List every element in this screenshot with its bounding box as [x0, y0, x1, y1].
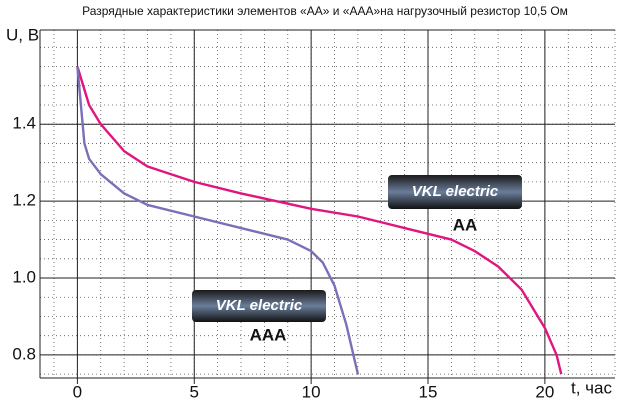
x-tick-label: 10: [302, 382, 321, 401]
chart-title: Разрядные характеристики элементов «АА» …: [82, 4, 568, 18]
series-annotation: AA: [453, 215, 478, 234]
battery-brand: VKL electric: [216, 297, 303, 314]
x-tick-label: 0: [73, 382, 82, 401]
battery-brand: VKL electric: [412, 183, 499, 200]
x-tick-label: 5: [190, 382, 199, 401]
x-axis-label: t, час: [571, 378, 612, 397]
data-line: [76, 66, 563, 375]
y-axis-label: U, B: [6, 25, 39, 44]
y-tick-label: 0.8: [12, 344, 36, 363]
x-tick-label: 15: [419, 382, 438, 401]
battery-image: [192, 290, 326, 322]
data-line: [76, 66, 360, 375]
y-tick-label: 1.2: [12, 191, 36, 210]
x-tick-label: 20: [535, 382, 554, 401]
battery-image: [388, 175, 522, 209]
series-annotation: AAA: [250, 325, 287, 344]
y-tick-label: 1.4: [12, 114, 36, 133]
y-tick-label: 1.0: [12, 268, 36, 287]
plot-area: 0 5 10 15 20 0.8 1.0 1.2 1.4: [12, 29, 616, 401]
